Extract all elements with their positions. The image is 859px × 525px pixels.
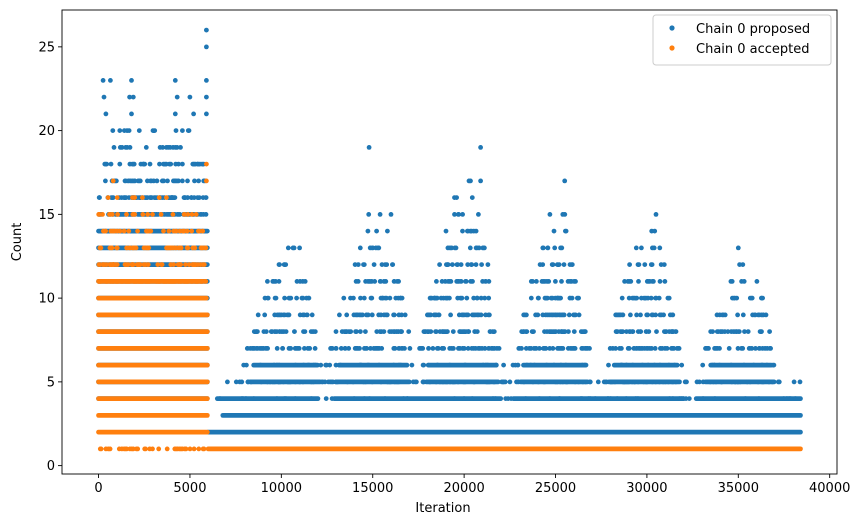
- y-tick-label: 5: [47, 375, 55, 390]
- x-tick-label: 20000: [443, 481, 484, 496]
- x-tick-label: 35000: [718, 481, 759, 496]
- legend-marker-accepted: [669, 45, 675, 51]
- plot-frame: [61, 9, 838, 475]
- y-tick-label: 15: [38, 208, 55, 223]
- x-axis: 0 5000 10000 15000 20000 25000 30000 35000 40000: [94, 474, 850, 496]
- series-chain-0-accepted: [96, 161, 803, 452]
- x-tick-label: 40000: [809, 481, 850, 496]
- legend: Chain 0 proposed Chain 0 accepted: [652, 14, 832, 66]
- legend-box: [652, 14, 832, 66]
- y-tick-label: 0: [47, 459, 55, 474]
- y-axis: 0 5 10 15 20 25: [38, 40, 62, 474]
- x-tick-label: 25000: [535, 481, 576, 496]
- legend-label-accepted: Chain 0 accepted: [696, 42, 810, 57]
- x-tick-label: 30000: [626, 481, 667, 496]
- legend-label-proposed: Chain 0 proposed: [696, 22, 810, 37]
- x-tick-label: 10000: [261, 481, 302, 496]
- y-tick-label: 10: [38, 292, 55, 307]
- y-tick-label: 20: [38, 124, 55, 139]
- x-tick-label: 15000: [352, 481, 393, 496]
- x-tick-label: 0: [94, 481, 102, 496]
- legend-marker-proposed: [669, 25, 675, 31]
- y-tick-label: 25: [38, 40, 55, 55]
- y-axis-label: Count: [10, 223, 25, 262]
- x-axis-label: Iteration: [415, 501, 470, 516]
- x-tick-label: 5000: [173, 481, 206, 496]
